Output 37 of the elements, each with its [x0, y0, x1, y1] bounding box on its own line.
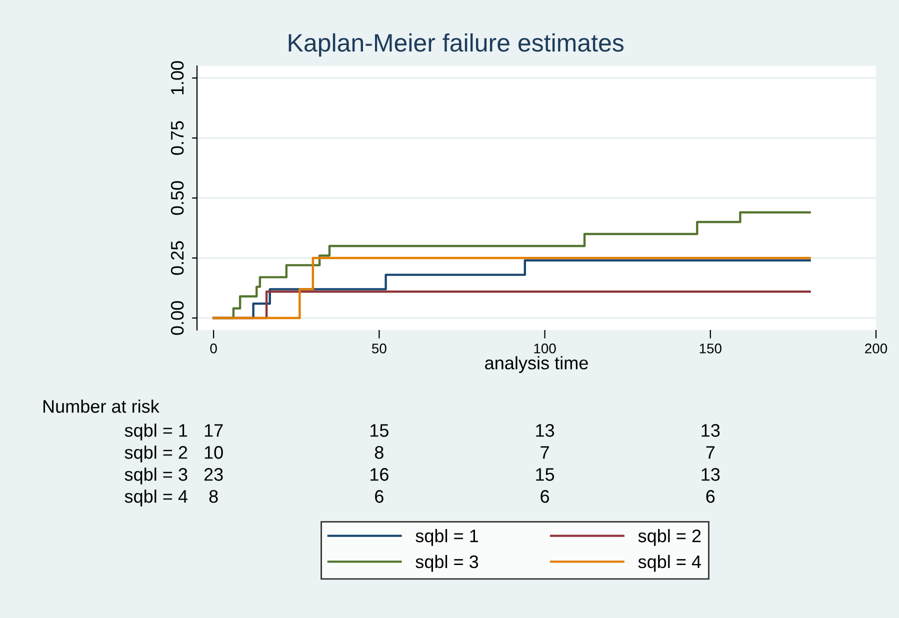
text: 6	[540, 490, 550, 503]
text: 7	[706, 446, 715, 459]
text: 6	[706, 490, 715, 503]
text: 7	[540, 446, 549, 459]
x-tick-label: 0	[210, 344, 217, 354]
y-tick-label: 0.75	[170, 121, 184, 155]
text: 17	[204, 424, 223, 437]
text: 13	[702, 424, 720, 437]
y-tick-label: 0.50	[170, 181, 184, 215]
text: sqbl = 4	[124, 490, 188, 506]
legend-label: sqbl = 4	[638, 554, 701, 572]
x-tick-label: 50	[372, 344, 386, 354]
y-tick-label: 0.25	[170, 241, 184, 275]
text: 10	[204, 446, 223, 459]
chart-title: Kaplan-Meier failure estimates	[288, 33, 624, 57]
text: 16	[370, 468, 388, 481]
text: 15	[536, 468, 554, 481]
text: sqbl = 2	[124, 446, 188, 462]
text: 8	[209, 490, 218, 503]
text: 13	[536, 424, 554, 437]
legend-label: sqbl = 2	[638, 529, 701, 546]
text: 8	[374, 446, 384, 459]
x-axis-title: analysis time	[485, 356, 588, 373]
text: sqbl = 3	[124, 468, 188, 484]
y-tick-label: 0.00	[170, 301, 184, 335]
text: 23	[204, 468, 223, 481]
x-tick-label: 150	[700, 344, 722, 354]
legend-label: sqbl = 3	[416, 554, 478, 572]
text: Number at risk	[43, 400, 160, 413]
y-tick-label: 1.00	[170, 61, 184, 94]
text: sqbl = 1	[124, 424, 188, 440]
text: 6	[375, 490, 384, 503]
legend-label: sqbl = 1	[416, 529, 478, 546]
x-tick-label: 100	[534, 344, 556, 354]
text: 15	[370, 424, 388, 437]
x-tick-label: 200	[865, 344, 888, 354]
text: 13	[702, 468, 720, 481]
